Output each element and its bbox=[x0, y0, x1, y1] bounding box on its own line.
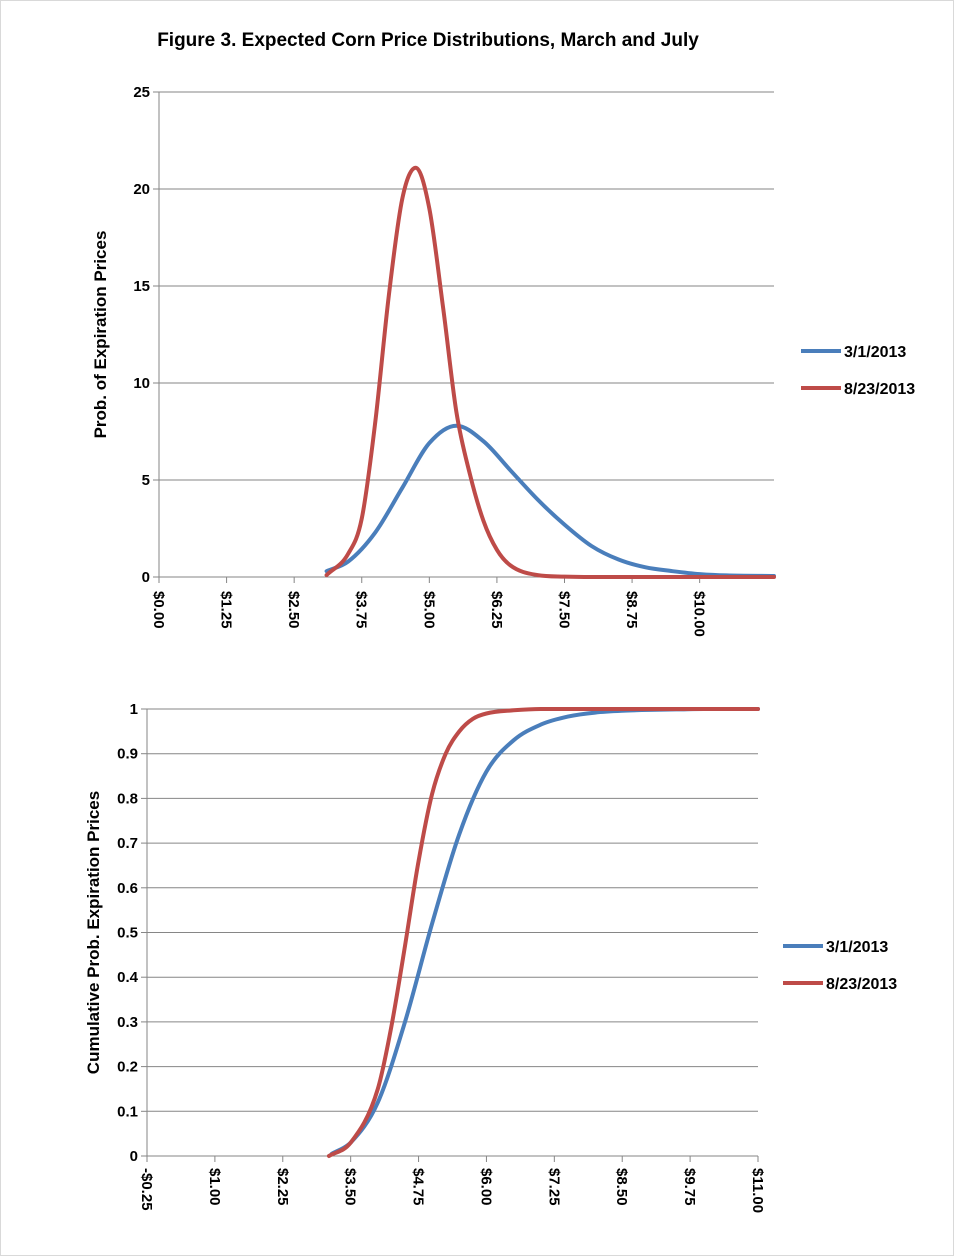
series-line-1 bbox=[329, 707, 760, 1156]
y-axis-title: Cumulative Prob. Expiration Prices bbox=[84, 791, 103, 1074]
series-line-1 bbox=[324, 423, 776, 578]
x-tick-label: $8.50 bbox=[613, 1168, 630, 1206]
y-tick-label: 0.2 bbox=[117, 1059, 138, 1076]
x-tick-label: $1.25 bbox=[218, 591, 235, 629]
y-tick-label: 0.7 bbox=[117, 835, 138, 852]
x-tick-label: $2.50 bbox=[285, 591, 302, 629]
x-tick-label: $2.25 bbox=[274, 1168, 291, 1206]
y-axis-title: Prob. of Expiration Prices bbox=[91, 231, 110, 439]
y-tick-label: 10 bbox=[133, 375, 150, 392]
y-tick-label: 0.1 bbox=[117, 1103, 138, 1120]
x-tick-label: $3.75 bbox=[353, 591, 370, 629]
y-tick-label: 0.5 bbox=[117, 925, 138, 942]
x-tick-label: $3.50 bbox=[342, 1168, 359, 1206]
y-tick-label: 0.9 bbox=[117, 746, 138, 763]
x-tick-label: $9.75 bbox=[681, 1168, 698, 1206]
y-tick-label: 0.3 bbox=[117, 1014, 138, 1031]
series-line-2 bbox=[324, 165, 776, 580]
y-tick-label: 15 bbox=[133, 278, 150, 295]
y-tick-label: 0.8 bbox=[117, 790, 138, 807]
y-tick-label: 1 bbox=[130, 701, 138, 718]
legend-label-1: 3/1/2013 bbox=[826, 939, 888, 956]
figure-title: Figure 3. Expected Corn Price Distributi… bbox=[157, 30, 699, 51]
x-tick-label: $5.00 bbox=[420, 591, 437, 629]
series-line-2 bbox=[326, 707, 760, 1158]
probability-density-chart: 0 5 10 15 20 25 $0.00 $1.25 $2.50 $3.75 $5.00 $6.25… bbox=[91, 84, 915, 637]
x-tick-label: $6.25 bbox=[488, 591, 505, 629]
x-tick-label: $10.00 bbox=[691, 591, 708, 637]
legend-label-2: 8/23/2013 bbox=[826, 976, 897, 993]
legend-label-1: 3/1/2013 bbox=[844, 344, 906, 361]
y-tick-label: 0 bbox=[130, 1148, 138, 1165]
x-tick-label: $7.50 bbox=[555, 591, 572, 629]
legend-label-2: 8/23/2013 bbox=[844, 381, 915, 398]
x-tick-label: -$0.25 bbox=[138, 1168, 155, 1211]
x-tick-label: $11.00 bbox=[749, 1168, 766, 1213]
y-tick-label: 25 bbox=[133, 84, 150, 101]
y-tick-label: 20 bbox=[133, 181, 150, 198]
x-tick-label: $8.75 bbox=[623, 591, 640, 629]
x-tick-label: $6.00 bbox=[477, 1168, 494, 1206]
x-tick-label: $0.00 bbox=[150, 591, 167, 629]
y-tick-label: 0.6 bbox=[117, 880, 138, 897]
y-tick-label: 5 bbox=[142, 472, 150, 489]
y-tick-label: 0.4 bbox=[117, 969, 139, 986]
x-tick-label: $4.75 bbox=[410, 1168, 427, 1206]
cumulative-probability-chart: 0 0.1 0.2 0.3 0.4 0.5 0.6 0.7 0.8 0.9 1 -$0.25 $1.00… bbox=[84, 701, 897, 1213]
y-tick-label: 0 bbox=[142, 569, 150, 586]
x-tick-label: $7.25 bbox=[545, 1168, 562, 1206]
x-tick-label: $1.00 bbox=[206, 1168, 223, 1206]
